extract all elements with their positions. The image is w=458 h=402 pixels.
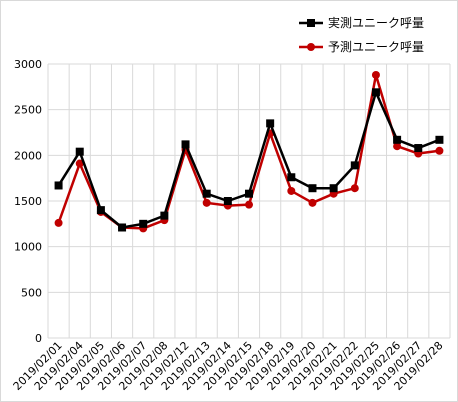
legend-marker-circle: [307, 43, 315, 51]
data-point-actual: [350, 161, 359, 170]
data-point-actual: [118, 223, 127, 232]
y-axis-ticks: 0 500 1000 1500 2000 2500 3000: [14, 58, 42, 345]
data-point-actual: [96, 206, 105, 215]
data-point-forecast: [371, 70, 380, 79]
data-point-actual: [371, 88, 380, 97]
data-point-forecast: [245, 200, 253, 209]
data-point-forecast: [75, 159, 84, 168]
data-point-actual: [435, 135, 444, 144]
data-point-forecast: [393, 142, 402, 151]
y-tick-label: 3000: [14, 58, 42, 71]
y-tick-label: 2500: [14, 104, 42, 117]
data-point-actual: [223, 197, 232, 205]
data-point-actual: [160, 211, 169, 220]
data-point-forecast: [287, 186, 296, 195]
data-point-actual: [139, 219, 148, 228]
data-point-actual: [266, 119, 275, 128]
x-axis-ticks: 2019/02/012019/02/042019/02/052019/02/06…: [11, 339, 446, 393]
legend-marker-square: [307, 19, 315, 27]
y-tick-label: 1500: [14, 195, 42, 208]
data-point-forecast: [350, 184, 359, 193]
series-group: [54, 70, 444, 233]
data-point-forecast: [202, 198, 211, 207]
data-point-actual: [287, 173, 296, 182]
data-point-actual: [181, 140, 190, 149]
data-point-actual: [393, 135, 402, 144]
data-point-actual: [54, 181, 63, 190]
data-point-actual: [308, 184, 317, 193]
legend-label-0: 実測ユニーク呼量: [328, 15, 424, 30]
y-tick-label: 2000: [14, 149, 42, 162]
y-tick-label: 0: [35, 332, 42, 345]
data-point-forecast: [54, 218, 63, 227]
data-point-actual: [75, 147, 84, 156]
data-point-forecast: [308, 198, 317, 207]
grid: [47, 63, 451, 339]
data-point-actual: [414, 144, 423, 153]
data-point-actual: [202, 189, 211, 198]
data-point-actual: [245, 189, 253, 198]
data-point-actual: [329, 184, 338, 193]
legend-label-1: 予測ユニーク呼量: [328, 40, 424, 54]
y-tick-label: 1000: [14, 241, 42, 254]
y-tick-label: 500: [21, 286, 42, 299]
data-point-forecast: [435, 146, 444, 155]
